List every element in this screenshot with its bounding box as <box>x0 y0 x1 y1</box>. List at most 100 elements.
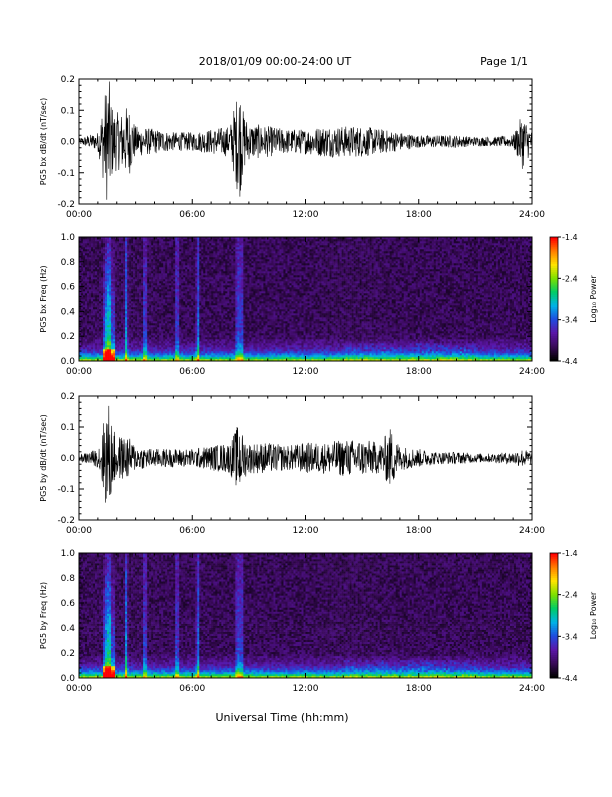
spectrogram-cell <box>217 239 219 241</box>
spectrogram-cell <box>231 269 233 271</box>
spectrogram-cell <box>219 353 221 355</box>
spectrogram-cell <box>225 327 227 329</box>
spectrogram-cell <box>227 355 229 357</box>
spectrogram-cell <box>145 291 147 293</box>
spectrogram-cell <box>135 325 137 327</box>
spectrogram-cell <box>137 353 139 355</box>
spectrogram-cell <box>81 259 83 261</box>
spectrogram-cell <box>109 295 111 297</box>
spectrogram-cell <box>175 303 177 305</box>
spectrogram-cell <box>99 297 101 299</box>
spectrogram-cell <box>133 245 135 247</box>
spectrogram-cell <box>209 245 211 247</box>
spectrogram-cell <box>83 281 85 283</box>
spectrogram-cell <box>193 351 195 353</box>
spectrogram-cell <box>157 345 159 347</box>
spectrogram-cell <box>85 255 87 257</box>
spectrogram-cell <box>173 271 175 273</box>
spectrogram-cell <box>215 329 217 331</box>
spectrogram-cell <box>197 251 199 253</box>
spectrogram-cell <box>171 313 173 315</box>
spectrogram-cell <box>211 321 213 323</box>
spectrogram-cell <box>155 335 157 337</box>
spectrogram-cell <box>113 327 115 329</box>
spectrogram-cell <box>85 291 87 293</box>
spectrogram-cell <box>231 285 233 287</box>
spectrogram-cell <box>99 349 101 351</box>
spectrogram-cell <box>155 327 157 329</box>
spectrogram-cell <box>235 261 237 263</box>
bx-spectrogram-panel: 00:0006:0012:0018:0024:001.00.80.60.40.2… <box>39 233 545 377</box>
spectrogram-cell <box>91 249 93 251</box>
spectrogram-cell <box>125 269 127 271</box>
spectrogram-cell <box>173 261 175 263</box>
spectrogram-cell <box>151 303 153 305</box>
spectrogram-cell <box>87 341 89 343</box>
spectrogram-cell <box>149 337 151 339</box>
spectrogram-cell <box>137 249 139 251</box>
spectrogram-cell <box>163 261 165 263</box>
spectrogram-cell <box>131 327 133 329</box>
spectrogram-cell <box>171 321 173 323</box>
spectrogram-cell <box>185 307 187 309</box>
spectrogram-cell <box>225 251 227 253</box>
spectrogram-cell <box>135 299 137 301</box>
spectrogram-cell <box>175 357 177 359</box>
spectrogram-cell <box>161 273 163 275</box>
spectrogram-cell <box>125 247 127 249</box>
spectrogram-cell <box>179 307 181 309</box>
spectrogram-cell <box>213 261 215 263</box>
spectrogram-cell <box>213 313 215 315</box>
spectrogram-cell <box>217 303 219 305</box>
spectrogram-cell <box>219 263 221 265</box>
spectrogram-cell <box>97 275 99 277</box>
spectrogram-cell <box>197 265 199 267</box>
spectrogram-cell <box>117 315 119 317</box>
spectrogram-cell <box>89 259 91 261</box>
spectrogram-cell <box>95 289 97 291</box>
spectrogram-cell <box>101 251 103 253</box>
spectrogram-cell <box>127 269 129 271</box>
spectrogram-cell <box>167 313 169 315</box>
spectrogram-cell <box>155 297 157 299</box>
spectrogram-cell <box>151 297 153 299</box>
spectrogram-cell <box>85 285 87 287</box>
spectrogram-cell <box>121 259 123 261</box>
spectrogram-cell <box>177 309 179 311</box>
spectrogram-cell <box>177 299 179 301</box>
spectrogram-cell <box>211 287 213 289</box>
spectrogram-cell <box>225 283 227 285</box>
spectrogram-cell <box>221 287 223 289</box>
spectrogram-cell <box>159 255 161 257</box>
spectrogram-cell <box>203 259 205 261</box>
spectrogram-cell <box>161 257 163 259</box>
spectrogram-cell <box>179 357 181 359</box>
spectrogram-cell <box>225 351 227 353</box>
spectrogram-cell <box>173 293 175 295</box>
spectrogram-cell <box>131 337 133 339</box>
spectrogram-cell <box>229 339 231 341</box>
spectrogram-cell <box>93 239 95 241</box>
spectrogram-cell <box>139 315 141 317</box>
spectrogram-cell <box>193 285 195 287</box>
spectrogram-cell <box>115 333 117 335</box>
spectrogram-cell <box>199 345 201 347</box>
spectrogram-cell <box>147 307 149 309</box>
spectrogram-cell <box>225 321 227 323</box>
spectrogram-cell <box>233 339 235 341</box>
spectrogram-cell <box>141 255 143 257</box>
spectrogram-cell <box>227 267 229 269</box>
spectrogram-cell <box>117 311 119 313</box>
spectrogram-cell <box>83 343 85 345</box>
spectrogram-cell <box>195 351 197 353</box>
spectrogram-cell <box>173 327 175 329</box>
spectrogram-cell <box>113 351 115 353</box>
spectrogram-cell <box>235 259 237 261</box>
spectrogram-cell <box>193 247 195 249</box>
spectrogram-cell <box>115 315 117 317</box>
spectrogram-cell <box>153 315 155 317</box>
spectrogram-cell <box>93 345 95 347</box>
spectrogram-cell <box>173 325 175 327</box>
spectrogram-cell <box>83 251 85 253</box>
spectrogram-cell <box>101 259 103 261</box>
